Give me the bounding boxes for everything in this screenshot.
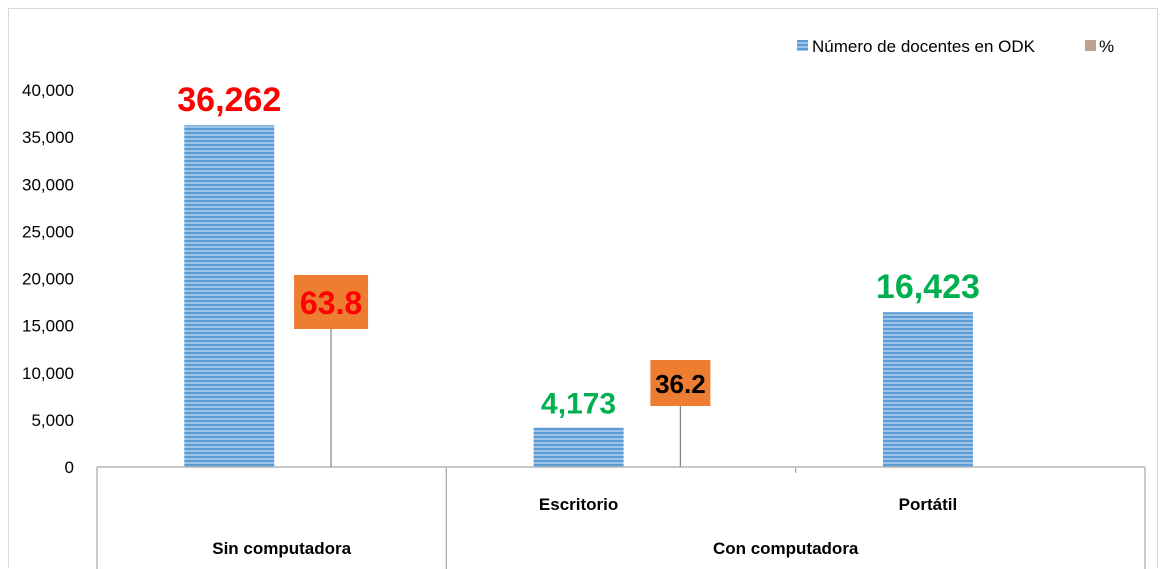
y-tick-label: 35,000 xyxy=(22,128,74,147)
legend-label-percent: % xyxy=(1099,37,1114,56)
y-tick-label: 10,000 xyxy=(22,364,74,383)
y-tick-label: 30,000 xyxy=(22,175,74,194)
data-label-count: 16,423 xyxy=(876,268,980,306)
y-tick-label: 0 xyxy=(65,458,74,477)
legend-swatch-count xyxy=(797,40,808,51)
y-axis: 0 5,000 10,000 15,000 20,000 25,000 30,000 35,0… xyxy=(22,81,74,477)
x-category-label: Escritorio xyxy=(539,495,618,514)
y-tick-label: 25,000 xyxy=(22,222,74,241)
legend: Número de docentes en ODK % xyxy=(797,37,1114,56)
data-label-count: 36,262 xyxy=(177,81,281,119)
bars xyxy=(184,125,973,467)
data-label-percent: 36.2 xyxy=(655,369,706,399)
bar-count xyxy=(882,312,973,467)
data-label-count: 4,173 xyxy=(541,388,616,421)
bar-count xyxy=(533,427,624,467)
y-tick-label: 15,000 xyxy=(22,317,74,336)
x-category-label: Portátil xyxy=(899,495,958,514)
percent-label-box xyxy=(294,275,369,329)
x-axis: Escritorio Portátil Sin computadora Con com… xyxy=(96,466,1146,569)
bar-count xyxy=(184,125,275,467)
legend-swatch-percent xyxy=(1085,40,1096,51)
x-group-label: Sin computadora xyxy=(212,539,351,558)
y-tick-label: 5,000 xyxy=(31,411,74,430)
y-tick-label: 20,000 xyxy=(22,270,74,289)
y-tick-label: 40,000 xyxy=(22,81,74,100)
percent-label-box xyxy=(650,360,711,406)
chart-frame xyxy=(8,8,1158,568)
data-labels: 36,262 4,173 16,423 63.8 36.2 xyxy=(177,81,980,467)
x-group-label: Con computadora xyxy=(713,539,859,558)
legend-label-count: Número de docentes en ODK xyxy=(812,37,1036,56)
data-label-percent: 63.8 xyxy=(300,285,362,321)
